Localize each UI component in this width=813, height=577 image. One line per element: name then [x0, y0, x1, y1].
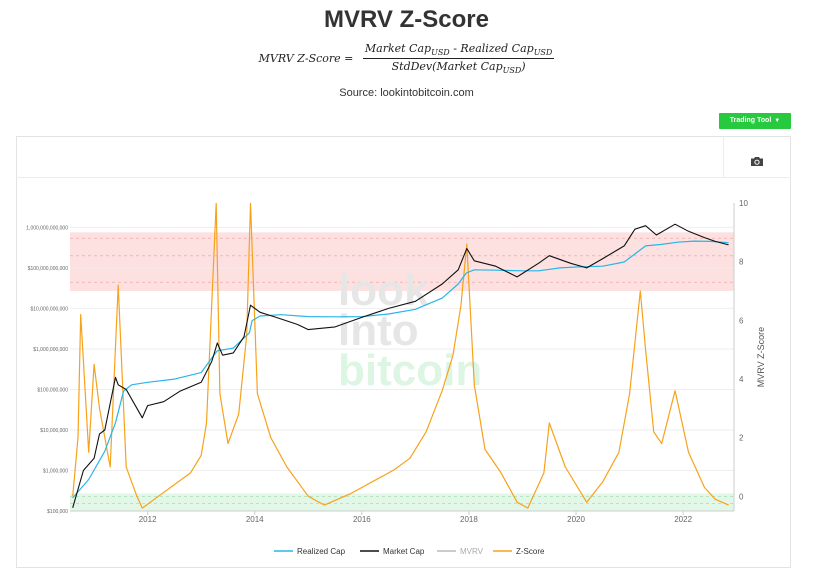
formula-denominator: StdDev(Market CapUSD) — [363, 59, 554, 75]
trading-tool-button[interactable]: Trading Tool ▼ — [719, 113, 791, 129]
x-tick-label-2012: 2012 — [139, 515, 157, 524]
denominator-close: ) — [521, 60, 526, 74]
left-tick-label-1: $1,000,000 — [43, 468, 68, 474]
numerator-sub-1: USD — [431, 48, 450, 58]
numerator-term-1: Market Cap — [364, 42, 432, 55]
right-tick-label-6: 6 — [739, 316, 744, 325]
watermark: lookintobitcoin — [338, 266, 482, 395]
series-line-realized-cap — [72, 240, 729, 499]
right-tick-label-8: 8 — [739, 258, 744, 267]
right-tick-label-10: 10 — [739, 199, 748, 208]
x-tick-label-2016: 2016 — [353, 515, 371, 524]
legend-label-mvrv[interactable]: MVRV — [460, 547, 484, 556]
series-line-market-cap — [72, 223, 729, 508]
left-tick-label-0: $100,000 — [47, 509, 68, 515]
right-tick-label-4: 4 — [739, 375, 744, 384]
denominator-term: StdDev(Market Cap — [391, 60, 503, 74]
source-text: Source: lookintobitcoin.com — [339, 87, 474, 99]
left-tick-label-7: 1,000,000,000,000 — [26, 225, 68, 231]
formula: MVRV Z-Score = Market CapUSD - Realized … — [0, 42, 813, 75]
legend-label-realized-cap[interactable]: Realized Cap — [297, 547, 346, 556]
left-tick-label-4: $1,000,000,000 — [33, 347, 68, 353]
x-tick-label-2018: 2018 — [460, 515, 478, 524]
camera-box — [723, 136, 791, 178]
right-tick-label-0: 0 — [739, 492, 744, 501]
trading-tool-label: Trading Tool — [729, 117, 772, 124]
numerator-term-2: - Realized Cap — [449, 42, 534, 55]
x-tick-label-2014: 2014 — [246, 515, 264, 524]
right-axis-title: MVRV Z-Score — [756, 327, 766, 387]
watermark-word-2: bitcoin — [338, 346, 482, 395]
x-tick-label-2020: 2020 — [567, 515, 585, 524]
left-tick-label-2: $10,000,000 — [40, 428, 68, 434]
watermark-word-1: into — [338, 306, 419, 355]
denominator-sub: USD — [502, 66, 522, 76]
watermark-word-0: look — [338, 266, 429, 315]
chart-frame — [16, 136, 791, 568]
formula-fraction: Market CapUSD - Realized CapUSD StdDev(M… — [362, 42, 555, 75]
left-tick-label-3: $100,000,000 — [37, 387, 68, 393]
chart-toolbar — [16, 136, 791, 178]
right-tick-label-2: 2 — [739, 434, 744, 443]
formula-lhs: MVRV Z-Score = — [258, 52, 354, 66]
x-tick-label-2022: 2022 — [674, 515, 692, 524]
zone-band-1 — [70, 493, 734, 511]
formula-numerator: Market CapUSD - Realized CapUSD — [362, 42, 555, 60]
legend: Realized Cap Market Cap MVRV Z-Score — [274, 547, 545, 556]
legend-label-z-score[interactable]: Z-Score — [516, 547, 545, 556]
legend-label-market-cap[interactable]: Market Cap — [383, 547, 425, 556]
page-title: MVRV Z-Score — [324, 6, 489, 33]
series-line-z-score — [72, 203, 729, 509]
chevron-down-icon: ▼ — [774, 118, 781, 124]
left-tick-label-6: $100,000,000,000 — [28, 266, 69, 272]
numerator-sub-2: USD — [533, 48, 553, 58]
left-tick-label-5: $10,000,000,000 — [30, 306, 68, 312]
camera-icon[interactable] — [750, 156, 764, 167]
